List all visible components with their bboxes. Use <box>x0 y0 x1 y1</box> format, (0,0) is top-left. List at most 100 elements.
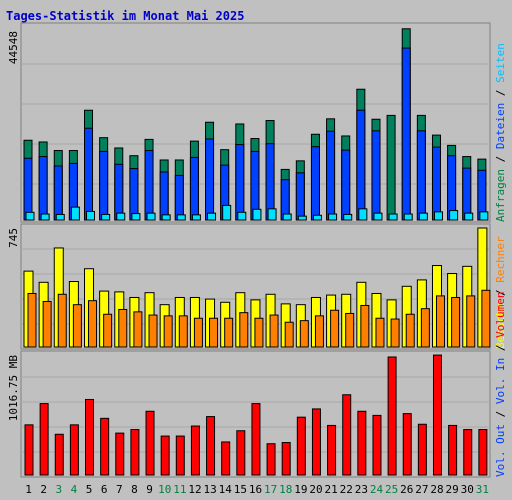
x-label-day: 21 <box>325 483 338 496</box>
dateien-bar <box>295 172 305 221</box>
rechner-bar <box>254 317 264 348</box>
seiten-bar <box>176 214 186 221</box>
seiten-bar <box>101 213 111 221</box>
rechner-bar <box>88 300 98 348</box>
seiten-bar <box>312 214 322 221</box>
x-label-day: 28 <box>430 483 443 496</box>
seiten-bar <box>116 212 126 221</box>
rechner-bar <box>345 312 355 348</box>
legend-separator: / <box>494 149 507 169</box>
seiten-bar <box>55 213 65 221</box>
volumen-bar <box>311 408 321 476</box>
seiten-bar <box>252 208 262 221</box>
volumen-bar <box>387 356 397 476</box>
volumen-bar <box>296 416 306 476</box>
volumen-bar <box>266 443 276 476</box>
seiten-bar <box>388 213 398 221</box>
seiten-bar <box>282 213 292 221</box>
rechner-bar <box>42 300 52 348</box>
legend-dateien: Dateien <box>494 103 507 149</box>
rechner-bar <box>284 321 294 348</box>
dateien-bar <box>356 109 366 221</box>
seiten-bar <box>86 210 96 221</box>
seiten-bar <box>161 214 171 221</box>
rechner-bar <box>451 296 461 348</box>
seiten-bar <box>191 214 201 221</box>
seiten-bar <box>207 212 217 221</box>
rechner-bar <box>193 317 203 348</box>
volumen-bar <box>206 416 216 476</box>
seiten-bar <box>237 211 247 221</box>
dateien-bar <box>310 146 320 221</box>
x-axis-day-labels: 1 2 3 4 5 6 7 8 9 10 11 12 13 14 15 16 17 18 19 20 21 22 23 24 2… <box>25 483 489 496</box>
rechner-bar <box>314 315 324 348</box>
rechner-bar <box>360 304 370 348</box>
dateien-bar <box>205 138 215 221</box>
seiten-bar <box>25 211 35 221</box>
dateien-bar <box>371 130 381 221</box>
dateien-bar <box>129 168 139 221</box>
volumen-bar <box>463 429 473 476</box>
dateien-bar <box>462 167 472 221</box>
seiten-bar <box>479 211 489 221</box>
anfragen-bar <box>386 114 396 221</box>
dateien-bar <box>84 127 94 221</box>
x-label-day: 2 <box>40 483 47 496</box>
rechner-bar <box>390 318 400 348</box>
rechner-bar <box>375 317 385 348</box>
rechner-bar <box>163 315 173 348</box>
legend-separator: / <box>494 404 507 424</box>
volumen-bar <box>160 435 170 476</box>
x-label-day: 8 <box>131 483 138 496</box>
rechner-bar <box>133 311 143 348</box>
dateien-bar <box>99 150 109 221</box>
x-label-day: 27 <box>415 483 428 496</box>
dateien-bar <box>114 163 124 221</box>
x-label-day: 1 <box>25 483 32 496</box>
legend-rechner: Rechner <box>494 236 507 283</box>
volumen-bar <box>175 435 185 476</box>
volumen-bar <box>281 442 291 476</box>
dateien-bar <box>38 156 48 221</box>
dateien-bar <box>23 157 33 221</box>
x-label-day: 14 <box>219 483 233 496</box>
rechner-bar <box>27 292 37 348</box>
x-label-day: 7 <box>116 483 123 496</box>
volumen-bar <box>432 354 442 476</box>
rechner-bar <box>481 289 491 348</box>
rechner-bar <box>299 320 309 348</box>
dateien-bar <box>53 165 63 221</box>
volumen-bar <box>342 394 352 476</box>
legend-separator: / <box>494 338 507 358</box>
x-label-day: 18 <box>279 483 292 496</box>
rechner-bar <box>269 314 279 348</box>
panel-requests: 44548 <box>7 22 491 223</box>
legend-seiten: Seiten <box>494 43 507 83</box>
dateien-bar <box>341 149 351 221</box>
dateien-bar <box>326 130 336 221</box>
volumen-bar <box>357 410 367 476</box>
rechner-bar <box>103 313 113 348</box>
dateien-bar <box>174 174 184 221</box>
seiten-bar <box>433 211 443 221</box>
volumen-bar <box>327 424 337 476</box>
x-label-day: 10 <box>158 483 171 496</box>
seiten-bar <box>373 212 383 221</box>
requests-max-label: 44548 <box>7 31 20 64</box>
volumen-bar <box>448 424 458 476</box>
legend-separator: / <box>494 83 507 103</box>
dateien-bar <box>431 146 441 221</box>
seiten-bar <box>267 208 277 221</box>
dateien-bar <box>401 47 411 221</box>
seiten-bar <box>358 208 368 221</box>
seiten-bar <box>449 210 459 221</box>
rechner-bar <box>209 317 219 348</box>
x-label-day: 11 <box>173 483 186 496</box>
seiten-bar <box>403 213 413 221</box>
x-label-day: 26 <box>400 483 413 496</box>
dateien-bar <box>144 150 154 221</box>
volumen-bar <box>372 414 382 476</box>
x-label-day: 3 <box>56 483 63 496</box>
rechner-bar <box>405 313 415 348</box>
